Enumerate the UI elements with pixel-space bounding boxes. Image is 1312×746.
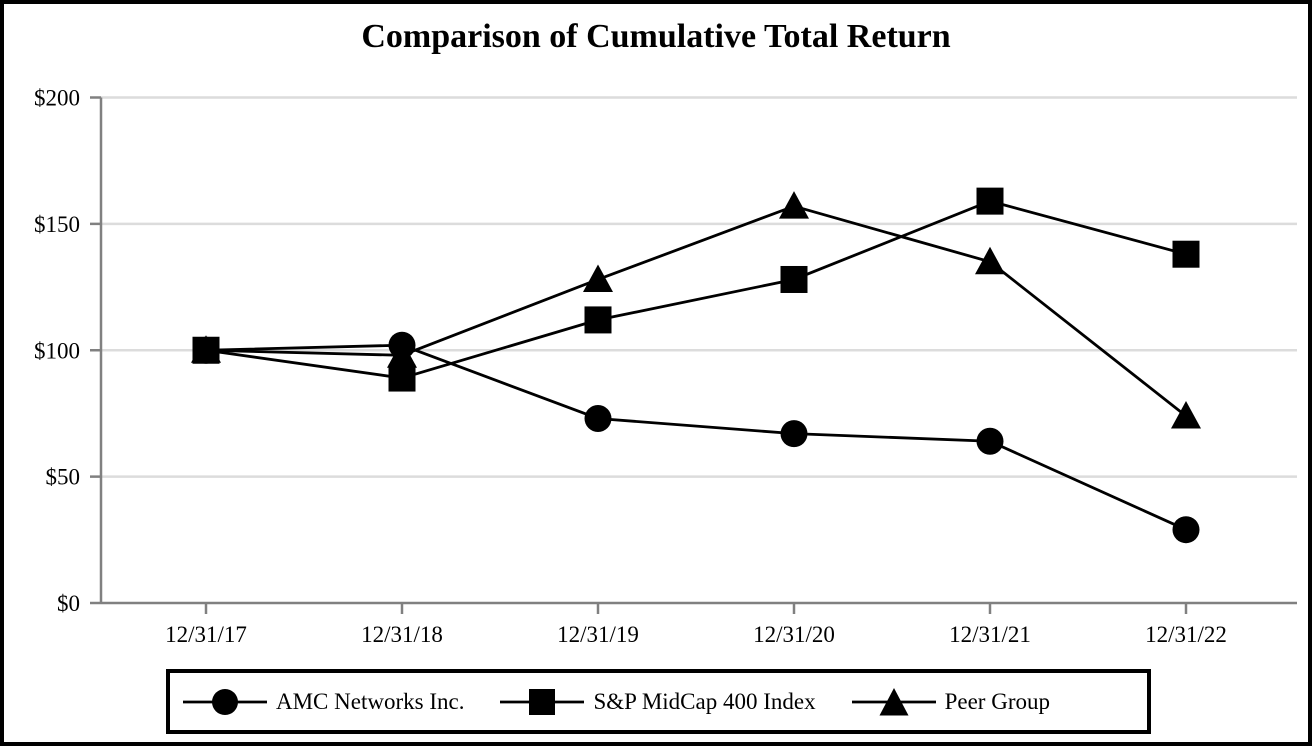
legend-entry-peer-group: Peer Group <box>851 685 1050 719</box>
legend-label: Peer Group <box>944 688 1050 714</box>
x-tick-label: 12/31/22 <box>1145 622 1227 647</box>
x-tick-label: 12/31/20 <box>753 622 835 647</box>
data-marker-circle <box>976 427 1004 455</box>
plot-area: $0 $50 $100 $150 $200 12/31/17 12/31/18 12/31/1… <box>34 86 1297 647</box>
legend-label: S&P MidCap 400 Index <box>593 688 816 714</box>
data-marker-square <box>1172 240 1200 268</box>
series-line-peer-group <box>205 204 1187 418</box>
legend-entry-sp-midcap-400: S&P MidCap 400 Index <box>500 685 816 719</box>
data-marker-circle <box>388 331 416 359</box>
x-tick-label: 12/31/21 <box>949 622 1031 647</box>
data-marker-triangle <box>779 191 809 219</box>
series-line-amc-networks-inc <box>205 343 1187 531</box>
data-marker-triangle <box>975 246 1005 275</box>
data-marker-square <box>780 265 808 293</box>
data-marker-triangle <box>583 264 613 292</box>
y-tick-label: $200 <box>34 86 80 111</box>
data-marker-square <box>388 364 416 392</box>
x-tick-label: 12/31/19 <box>557 622 639 647</box>
y-tick-label: $50 <box>46 465 81 490</box>
y-tick-label: $100 <box>34 338 80 363</box>
y-tick-label: $150 <box>34 212 80 237</box>
circle-marker-icon <box>183 688 267 715</box>
chart-title: Comparison of Cumulative Total Return <box>361 18 951 55</box>
legend-label: AMC Networks Inc. <box>276 688 465 714</box>
x-tick-label: 12/31/18 <box>361 622 443 647</box>
data-marker-circle <box>780 420 808 448</box>
triangle-marker-icon <box>851 687 936 715</box>
x-tick-label: 12/31/17 <box>165 622 247 647</box>
series-line-s-p-midcap-400-index <box>205 199 1187 380</box>
data-marker-square <box>192 336 220 364</box>
data-marker-square <box>976 187 1004 215</box>
data-marker-triangle <box>1171 400 1201 429</box>
chart-legend: AMC Networks Inc. S&P MidCap 400 Index P… <box>166 669 1151 734</box>
y-tick-label: $0 <box>57 591 80 616</box>
legend-entry-amc-networks: AMC Networks Inc. <box>183 685 464 719</box>
data-marker-circle <box>584 404 612 432</box>
square-marker-icon <box>500 688 585 715</box>
data-marker-circle <box>1172 516 1200 544</box>
data-marker-square <box>584 306 612 334</box>
